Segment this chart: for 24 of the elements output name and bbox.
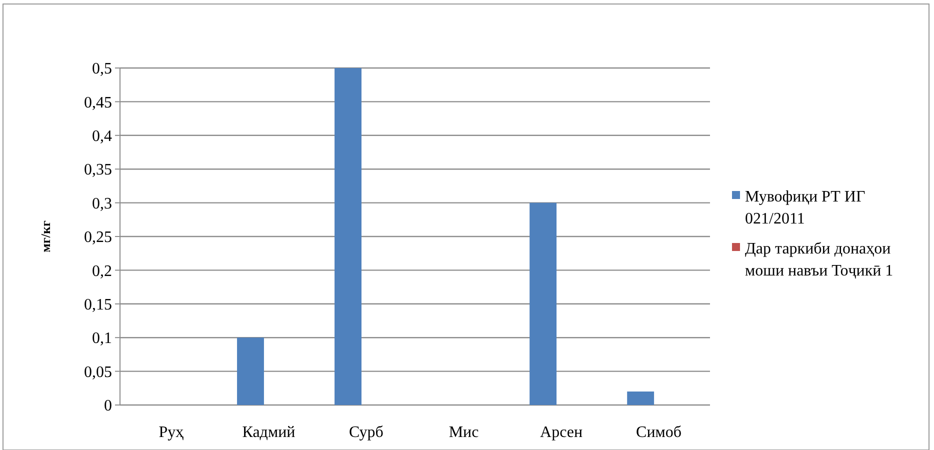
y-tick-label: 0,5 [92, 60, 112, 78]
x-tick-label: Руҳ [158, 424, 184, 441]
y-tick-label: 0,15 [84, 296, 112, 314]
y-axis-title: мг/кг [38, 220, 53, 252]
bar [530, 202, 557, 405]
bar [237, 338, 264, 405]
bar [627, 392, 654, 405]
x-tick-label: Кадмий [242, 424, 296, 441]
legend-label: Дар таркиби донаҳои моши навъи Тоҷикӣ 1 [745, 240, 894, 280]
x-tick-label: Арсен [540, 424, 583, 441]
y-tick-label: 0,05 [84, 364, 112, 381]
x-tick-label: Мис [448, 424, 479, 441]
y-tick-label: 0,2 [92, 262, 112, 280]
y-tick-label: 0,4 [92, 128, 112, 145]
bar [334, 68, 362, 405]
legend-label: Мувофиқи РТ ИГ 021/2011 [745, 188, 866, 228]
y-tick-label: 0,45 [84, 94, 112, 112]
y-tick-label: 0 [104, 398, 112, 415]
x-tick-label: Сурб [349, 424, 384, 441]
y-tick-label: 0,25 [84, 229, 112, 246]
y-tick-label: 0,1 [92, 330, 112, 348]
y-tick-label: 0,3 [92, 195, 112, 212]
x-tick-label: Симоб [636, 424, 682, 441]
y-tick-label: 0,35 [84, 162, 112, 179]
